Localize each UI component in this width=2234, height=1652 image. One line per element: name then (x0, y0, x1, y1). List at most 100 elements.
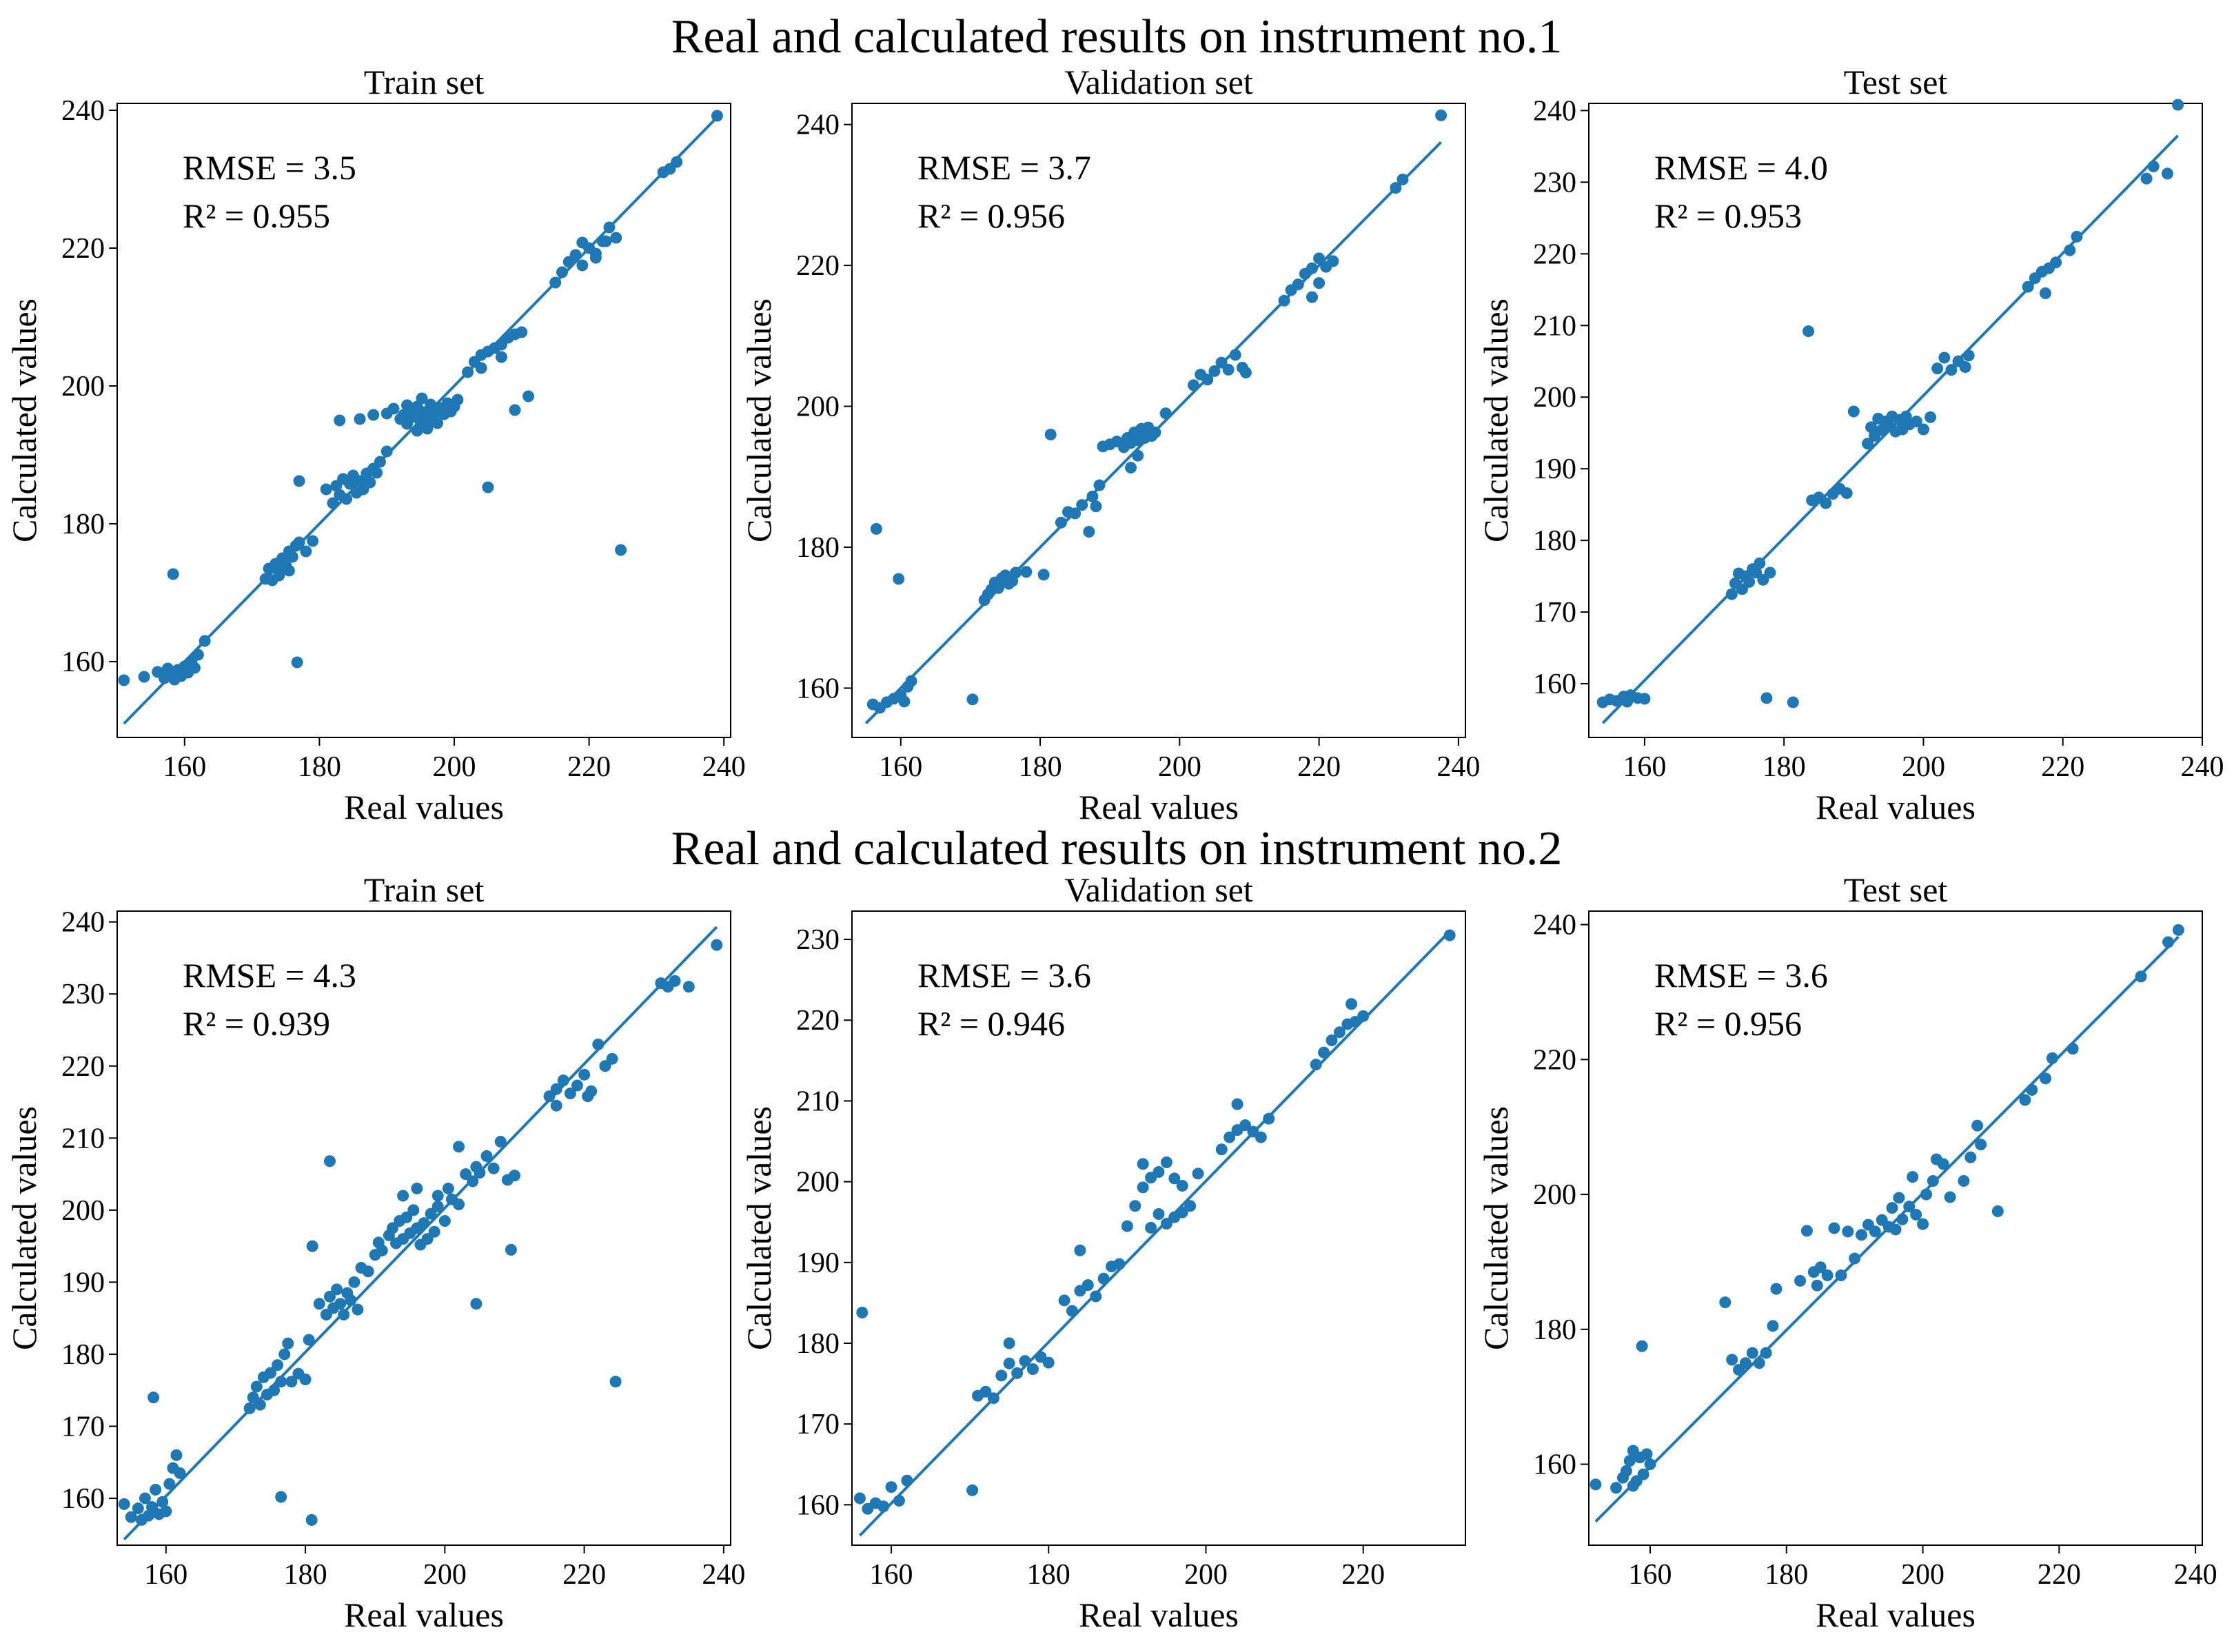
y-tick-label: 160 (61, 646, 105, 678)
scatter-point (893, 573, 905, 585)
panel-title: Test set (1844, 63, 1948, 101)
fit-line (123, 926, 718, 1541)
scatter-point (327, 497, 339, 509)
scatter-point (1820, 497, 1832, 509)
scatter-point (1020, 566, 1033, 578)
panel-4: Train set 160 180 200 220 240 160 170 180 190 200 2… (5, 870, 745, 1634)
scatter-point (508, 1170, 520, 1182)
scatter-point (1152, 1207, 1165, 1220)
scatter-point (1076, 499, 1088, 511)
scatter-point (1828, 1222, 1840, 1234)
scatter-point (576, 236, 589, 249)
scatter-point (1160, 1218, 1172, 1230)
scatter-point (1638, 693, 1651, 705)
scatter-point (509, 404, 521, 416)
scatter-point (1074, 1244, 1086, 1256)
x-tick-label: 180 (1027, 1559, 1070, 1591)
scatter-point (1184, 1200, 1197, 1212)
scatter-point (995, 1369, 1008, 1382)
y-axis-label: Calculated values (5, 1106, 43, 1350)
y-tick-label: 180 (1533, 525, 1576, 557)
scatter-point (1910, 1208, 1922, 1221)
scatter-point (1847, 405, 1860, 418)
scatter-point (148, 1391, 160, 1404)
y-tick-label: 220 (61, 1051, 105, 1083)
scatter-point (1917, 423, 1929, 436)
y-tick-label: 240 (61, 907, 105, 939)
y-tick-label: 190 (1533, 453, 1576, 485)
scatter-point (615, 544, 627, 556)
scatter-point (1390, 182, 1402, 194)
y-tick-label: 180 (1533, 1314, 1576, 1346)
x-axis-label: Real values (1816, 788, 1976, 826)
x-tick-label: 160 (1623, 751, 1666, 783)
x-tick-label: 180 (1019, 751, 1062, 783)
plot-frame (116, 910, 731, 1546)
scatter-point (1188, 379, 1200, 391)
scatter-point (1003, 1337, 1015, 1349)
scatter-point (1991, 1205, 2004, 1218)
panel-5: Validation set 160 180 200 220 160 170 180 190 20… (740, 870, 1466, 1634)
y-tick-label: 190 (61, 1267, 105, 1298)
y-tick-label: 240 (1533, 910, 1576, 941)
scatter-point (1278, 294, 1290, 307)
scatter-point (564, 1088, 576, 1099)
scatter-point (146, 1501, 159, 1513)
scatter-point (275, 1376, 287, 1388)
scatter-point (453, 1199, 465, 1210)
scatter-point (293, 536, 305, 549)
scatter-point (428, 414, 440, 427)
scatter-point (1893, 1192, 1905, 1204)
x-tick-label: 200 (1901, 1559, 1944, 1591)
scatter-point (1903, 1201, 1916, 1213)
scatter-point (1208, 365, 1221, 377)
scatter-point (1168, 1172, 1181, 1185)
scatter-point (1760, 1347, 1772, 1359)
scatter-point (1821, 1269, 1834, 1282)
x-tick-label: 220 (562, 1559, 606, 1591)
scatter-point (609, 1376, 622, 1388)
scatter-point (1787, 696, 1799, 708)
scatter-point (265, 1367, 276, 1379)
x-axis-label: Real values (1079, 788, 1239, 826)
r2-annotation: R² = 0.955 (183, 196, 330, 235)
scatter-point (400, 1211, 413, 1223)
scatter-point (1019, 1355, 1031, 1367)
scatter-point (1803, 325, 1815, 338)
plot-frame (1588, 910, 2203, 1546)
scatter-point (1725, 588, 1738, 600)
scatter-point (610, 232, 622, 244)
scatter-point (438, 1215, 451, 1227)
scatter-point (1443, 929, 1456, 941)
scatter-point (1849, 1252, 1861, 1265)
scatter-point (1739, 1357, 1751, 1369)
scatter-point (482, 481, 494, 493)
y-tick-label: 230 (1533, 167, 1576, 198)
y-tick-label: 240 (796, 110, 840, 141)
scatter-point (2064, 244, 2076, 256)
scatter-point (1610, 1482, 1623, 1494)
scatter-point (1925, 411, 1937, 423)
scatter-point (1176, 1179, 1188, 1192)
scatter-point (1636, 1340, 1648, 1352)
scatter-point (1754, 557, 1766, 569)
scatter-point (285, 1376, 298, 1388)
x-tick-label: 240 (2174, 1559, 2217, 1591)
scatter-point (387, 402, 400, 415)
x-axis-label: Real values (344, 788, 504, 826)
scatter-point (305, 1513, 318, 1526)
scatter-point (125, 1511, 137, 1523)
scatter-point (367, 409, 380, 421)
scatter-point (293, 475, 305, 487)
plot-frame (851, 103, 1466, 738)
x-tick-label: 240 (702, 751, 746, 783)
scatter-point (1069, 507, 1082, 520)
scatter-point (299, 1374, 312, 1386)
scatter-point (397, 1190, 409, 1202)
scatter-point (2172, 99, 2184, 111)
scatter-point (460, 1168, 472, 1181)
scatter-point (416, 392, 428, 405)
scatter-point (1719, 1296, 1732, 1309)
scatter-point (877, 1500, 890, 1513)
scatter-point (254, 1398, 266, 1411)
